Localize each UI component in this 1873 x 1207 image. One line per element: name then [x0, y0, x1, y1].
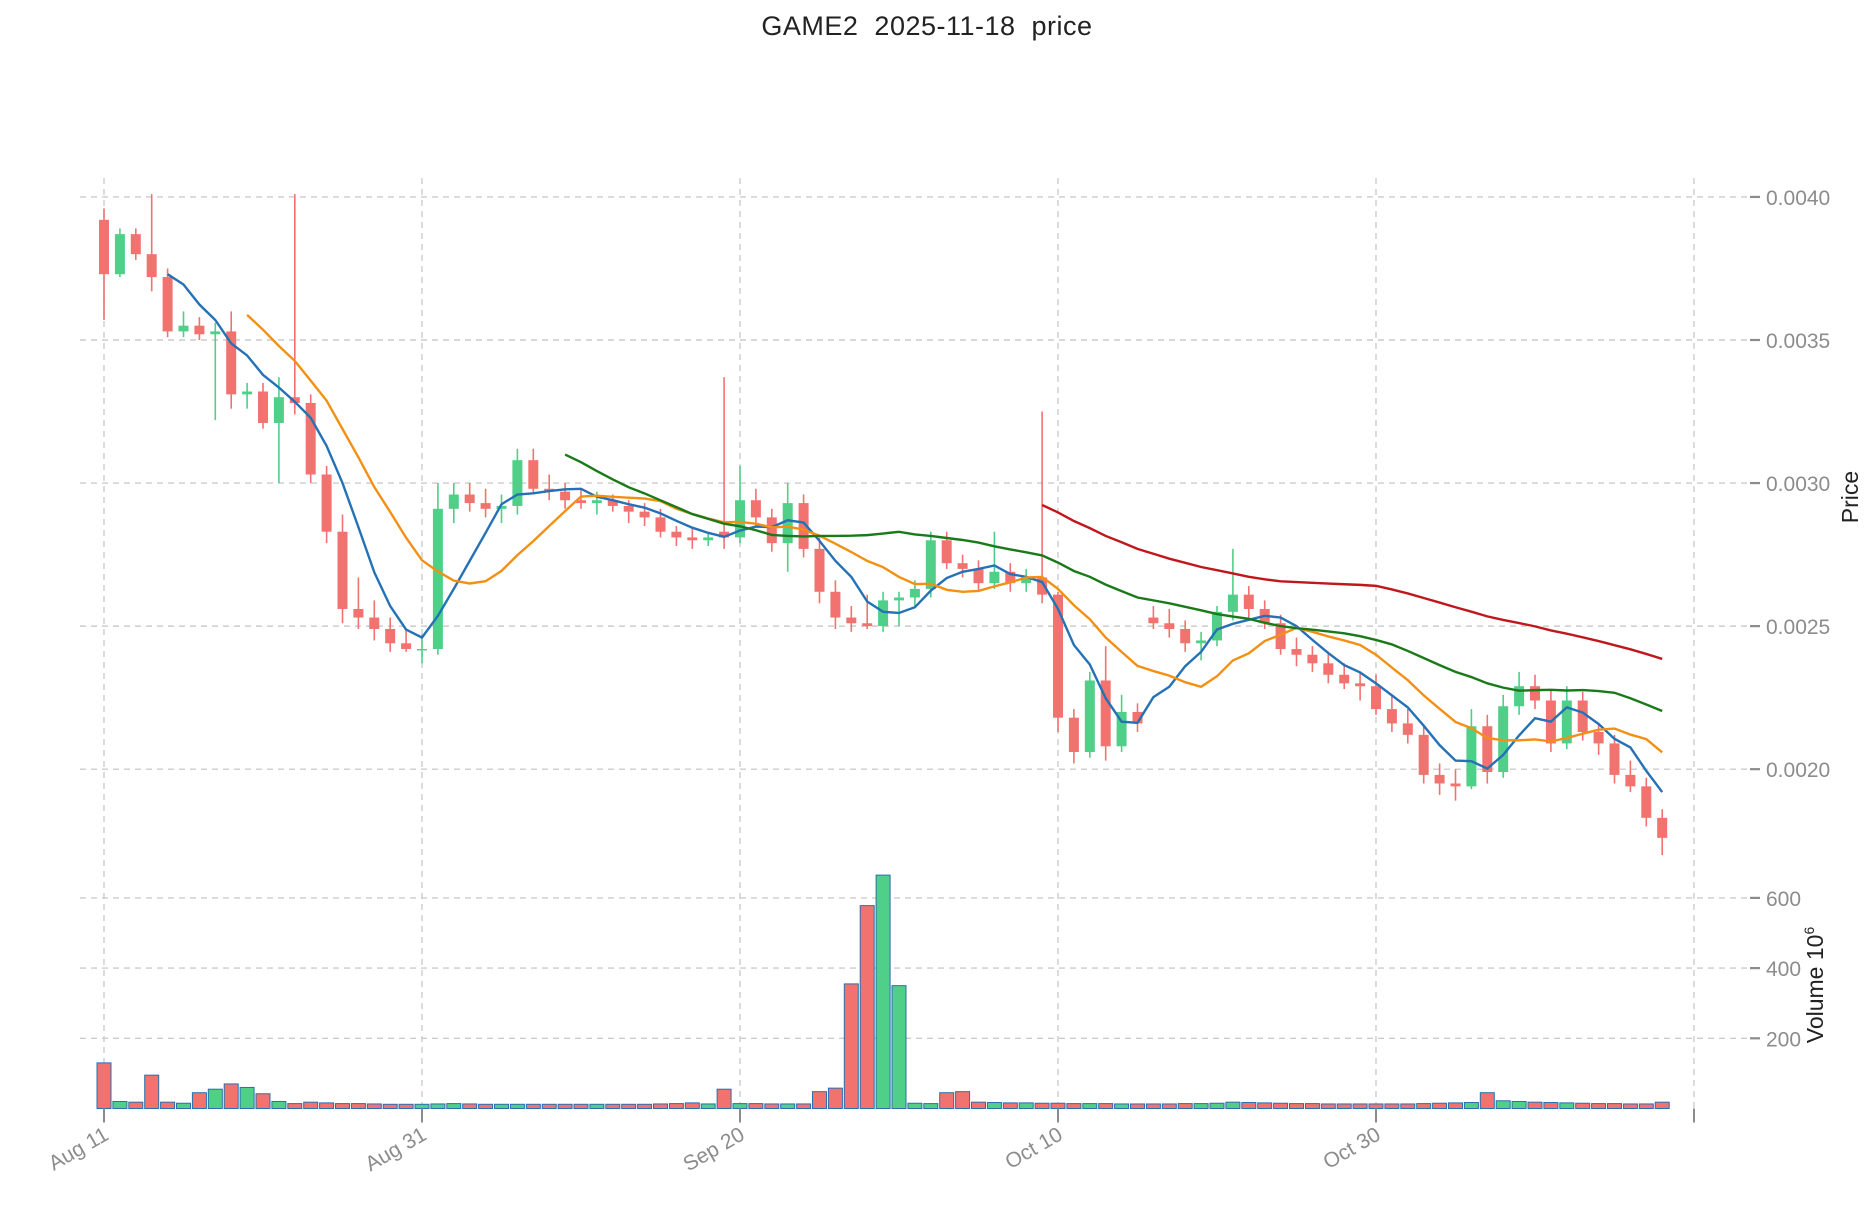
- svg-text:400: 400: [1766, 958, 1801, 981]
- svg-text:Oct 30: Oct 30: [1319, 1123, 1384, 1174]
- svg-text:0.0035: 0.0035: [1766, 330, 1830, 353]
- svg-text:0.0040: 0.0040: [1766, 187, 1830, 210]
- svg-text:0.0025: 0.0025: [1766, 616, 1830, 639]
- svg-text:0.0030: 0.0030: [1766, 473, 1830, 496]
- svg-text:Sep 20: Sep 20: [679, 1123, 748, 1176]
- svg-text:Aug 31: Aug 31: [361, 1123, 430, 1176]
- svg-text:Volume 106: Volume 106: [1801, 927, 1828, 1044]
- svg-text:200: 200: [1766, 1028, 1801, 1051]
- svg-text:Oct 10: Oct 10: [1001, 1123, 1066, 1174]
- svg-text:Price: Price: [1837, 471, 1863, 523]
- svg-text:0.0020: 0.0020: [1766, 759, 1830, 782]
- svg-text:Aug 11: Aug 11: [45, 1123, 113, 1175]
- svg-text:600: 600: [1766, 888, 1801, 911]
